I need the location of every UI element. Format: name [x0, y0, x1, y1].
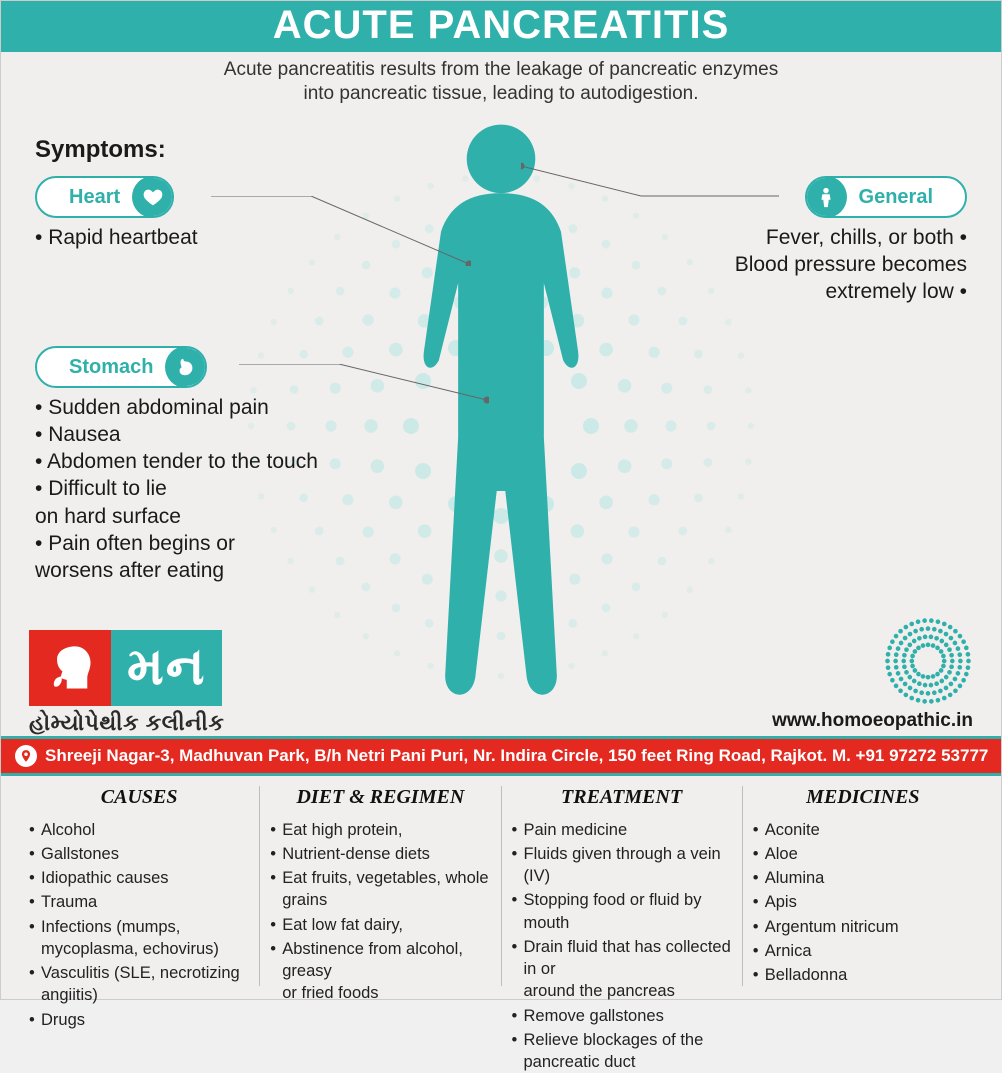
list-item: Eat fruits, vegetables, whole grains — [270, 867, 490, 912]
col-causes: CAUSES AlcoholGallstonesIdiopathic cause… — [19, 786, 260, 986]
header-bar: ACUTE PANCREATITIS — [1, 1, 1001, 52]
col-causes-items: AlcoholGallstonesIdiopathic causesTrauma… — [29, 819, 249, 1031]
list-item: Eat high protein, — [270, 819, 490, 841]
subtitle: Acute pancreatitis results from the leak… — [1, 52, 1001, 116]
col-diet-title: DIET & REGIMEN — [270, 786, 490, 809]
main-title: ACUTE PANCREATITIS — [1, 3, 1001, 48]
map-pin-icon — [15, 745, 37, 767]
list-item: Trauma — [29, 891, 249, 913]
brand-logo: મન — [29, 630, 224, 706]
col-diet: DIET & REGIMEN Eat high protein,Nutrient… — [260, 786, 501, 986]
brand-head-icon — [29, 630, 111, 706]
col-treatment: TREATMENT Pain medicineFluids given thro… — [502, 786, 743, 986]
list-item: Pain medicine — [512, 819, 732, 841]
list-item: Eat low fat dairy, — [270, 914, 490, 936]
address-bar: Shreeji Nagar-3, Madhuvan Park, B/h Netr… — [1, 736, 1001, 776]
general-items: Fever, chills, or bothBlood pressure bec… — [735, 224, 967, 306]
info-columns: CAUSES AlcoholGallstonesIdiopathic cause… — [1, 776, 1001, 986]
stomach-label: Stomach — [55, 354, 167, 380]
list-item: Relieve blockages of the pancreatic duct — [512, 1029, 732, 1073]
sunburst-icon — [883, 616, 973, 706]
list-item: Nausea — [35, 421, 318, 448]
symptoms-heading: Symptoms: — [35, 136, 166, 164]
address-text: Shreeji Nagar-3, Madhuvan Park, B/h Netr… — [45, 746, 988, 766]
list-item: Argentum nitricum — [753, 916, 973, 938]
brand-tagline: હોમ્યોપેથીક કલીનીક — [29, 710, 224, 736]
diagram-area: Symptoms: Heart Rapid heartbeat General … — [1, 116, 1001, 736]
list-item: Difficult to lie on hard surface — [35, 475, 318, 530]
col-medicines-title: MEDICINES — [753, 786, 973, 809]
list-item: Alumina — [753, 867, 973, 889]
list-item: Aloe — [753, 843, 973, 865]
list-item: Belladonna — [753, 964, 973, 986]
leader-heart — [211, 196, 471, 266]
list-item: Idiopathic causes — [29, 867, 249, 889]
list-item: Drugs — [29, 1009, 249, 1031]
heart-block: Heart Rapid heartbeat — [35, 176, 198, 251]
list-item: Fluids given through a vein (IV) — [512, 843, 732, 888]
leader-general — [521, 146, 781, 198]
person-icon — [805, 176, 847, 218]
list-item: Nutrient-dense diets — [270, 843, 490, 865]
heart-label: Heart — [55, 184, 134, 210]
list-item: Alcohol — [29, 819, 249, 841]
heart-icon — [132, 176, 174, 218]
brand-block: મન હોમ્યોપેથીક કલીનીક — [29, 630, 224, 736]
list-item: Blood pressure becomes extremely low — [735, 251, 967, 306]
list-item: Abdomen tender to the touch — [35, 448, 318, 475]
brand-name: મન — [111, 630, 222, 706]
infographic-root: ACUTE PANCREATITIS Acute pancreatitis re… — [0, 0, 1002, 1000]
col-treatment-items: Pain medicineFluids given through a vein… — [512, 819, 732, 1073]
list-item: Apis — [753, 891, 973, 913]
list-item: Stopping food or fluid by mouth — [512, 889, 732, 934]
stomach-pill: Stomach — [35, 346, 207, 388]
subtitle-line1: Acute pancreatitis results from the leak… — [224, 59, 778, 80]
col-diet-items: Eat high protein,Nutrient-dense dietsEat… — [270, 819, 490, 1005]
stomach-items: Sudden abdominal painNauseaAbdomen tende… — [35, 394, 318, 585]
subtitle-line2: into pancreatic tissue, leading to autod… — [303, 83, 698, 104]
list-item: Fever, chills, or both — [735, 224, 967, 251]
general-label: General — [845, 184, 947, 210]
list-item: Arnica — [753, 940, 973, 962]
list-item: Drain fluid that has collected in or aro… — [512, 936, 732, 1003]
general-pill: General — [805, 176, 967, 218]
list-item: Abstinence from alcohol, greasy or fried… — [270, 938, 490, 1005]
list-item: Rapid heartbeat — [35, 224, 198, 251]
leader-stomach — [239, 364, 489, 404]
heart-pill: Heart — [35, 176, 174, 218]
website-url: www.homoeopathic.in — [772, 710, 973, 732]
col-medicines-items: AconiteAloeAluminaApis Argentum nitricumA… — [753, 819, 973, 987]
heart-items: Rapid heartbeat — [35, 224, 198, 251]
list-item: Pain often begins or worsens after eatin… — [35, 530, 318, 585]
list-item: Aconite — [753, 819, 973, 841]
stomach-icon — [165, 346, 207, 388]
col-causes-title: CAUSES — [29, 786, 249, 809]
col-medicines: MEDICINES AconiteAloeAluminaApis Argentum… — [743, 786, 983, 986]
col-treatment-title: TREATMENT — [512, 786, 732, 809]
list-item: Gallstones — [29, 843, 249, 865]
list-item: Remove gallstones — [512, 1005, 732, 1027]
list-item: Infections (mumps, mycoplasma, echovirus… — [29, 916, 249, 961]
